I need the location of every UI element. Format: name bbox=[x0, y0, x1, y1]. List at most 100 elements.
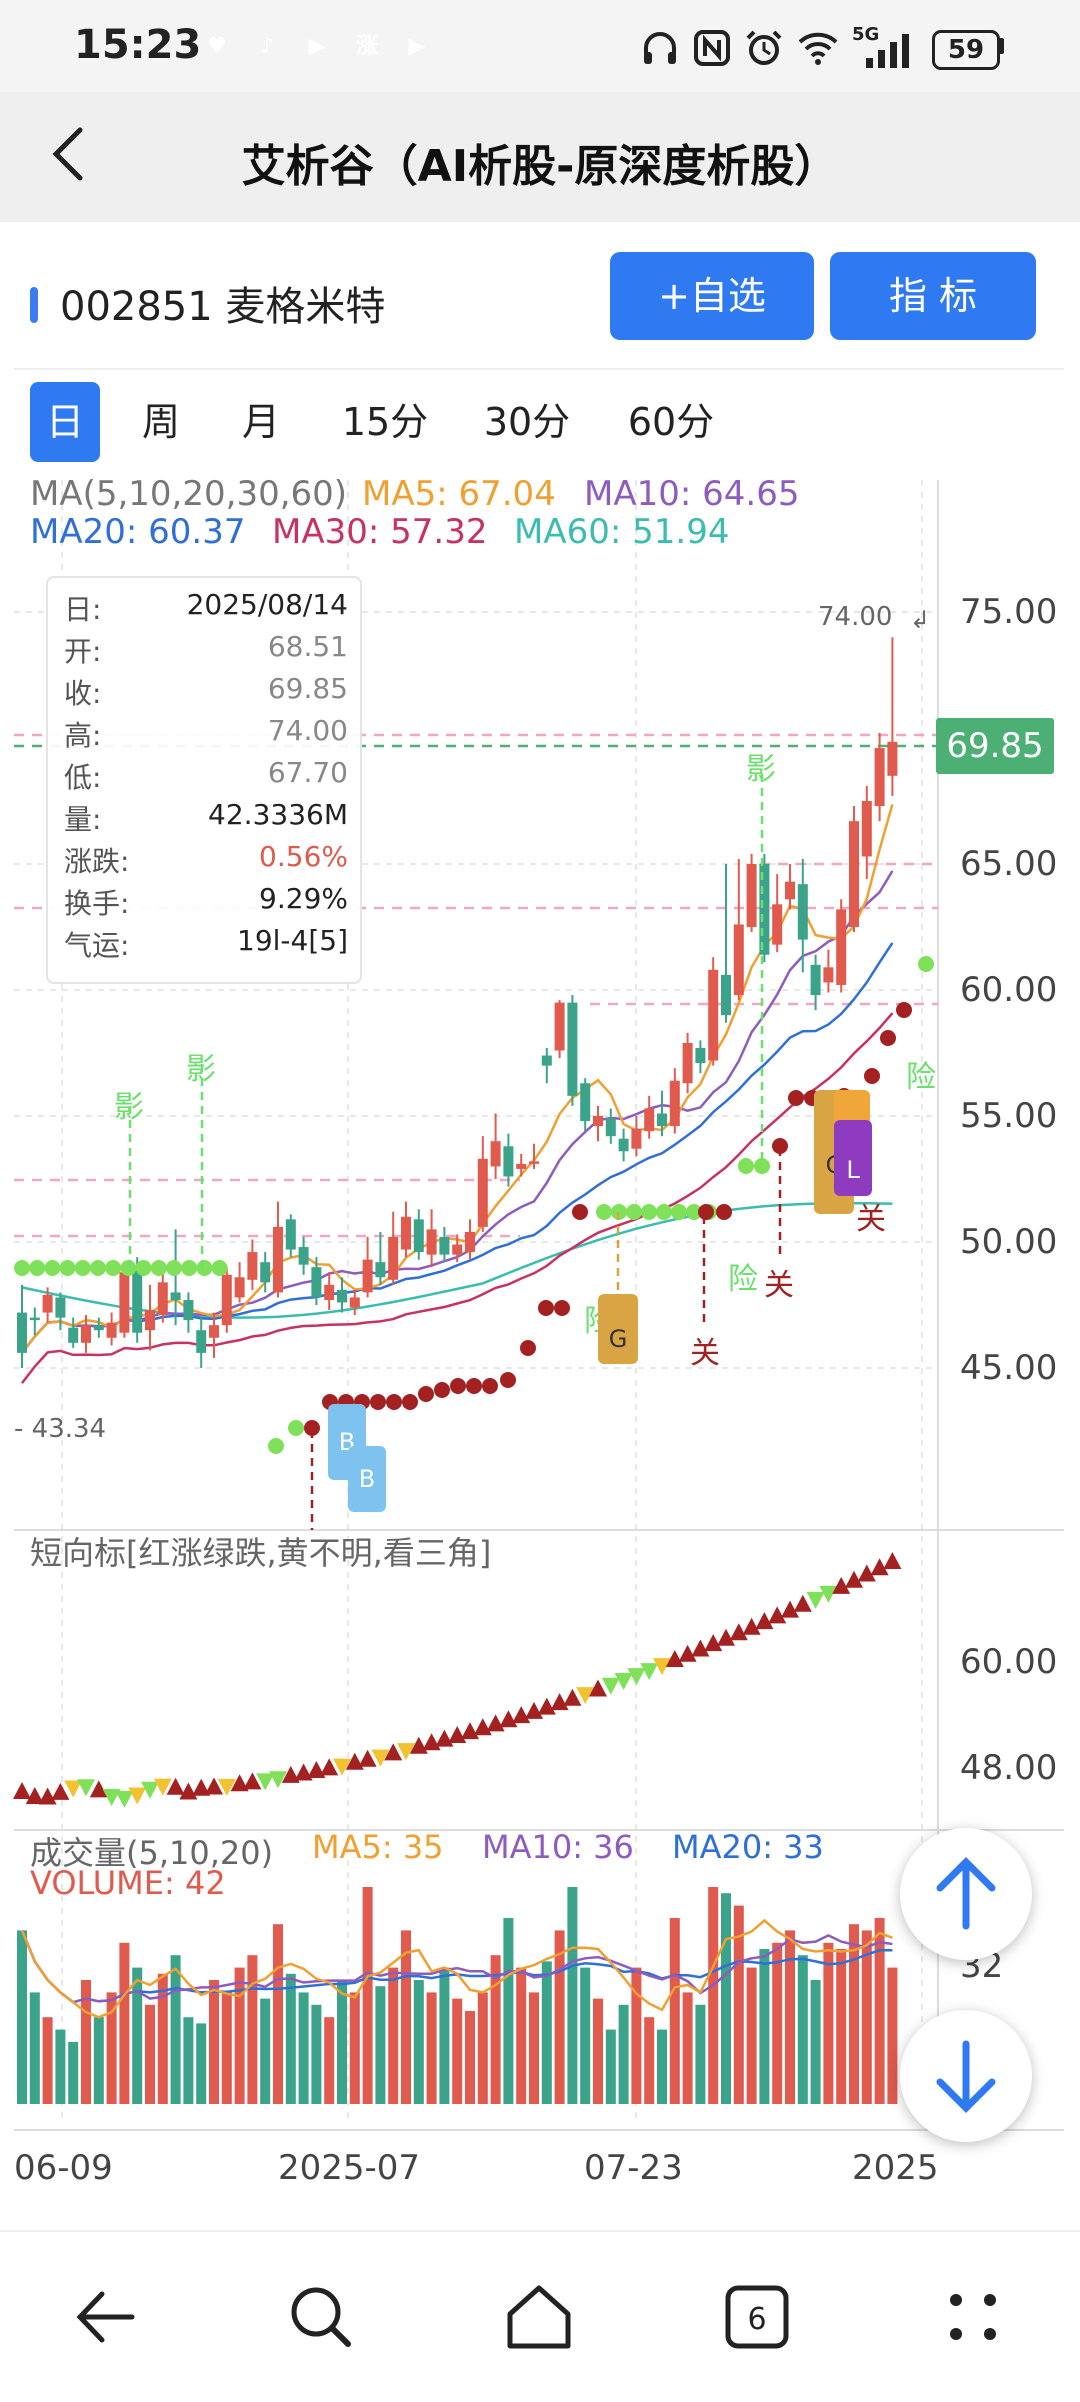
back-arrow-icon[interactable] bbox=[34, 114, 114, 194]
nav-home-icon[interactable] bbox=[494, 2272, 584, 2362]
red-signal-dot bbox=[418, 1386, 434, 1402]
red-signal-dot bbox=[772, 1138, 788, 1154]
up-triangle bbox=[294, 1763, 313, 1781]
volume-bar bbox=[529, 1992, 539, 2104]
volume-bar bbox=[580, 1967, 591, 2104]
nav-back-icon[interactable] bbox=[62, 2272, 152, 2362]
green-signal-dot bbox=[596, 1204, 612, 1220]
kline-chart[interactable] bbox=[0, 0, 1080, 2230]
candle-body bbox=[554, 1002, 565, 1051]
up-triangle bbox=[38, 1787, 57, 1805]
green-signal-dot bbox=[166, 1260, 182, 1276]
tab-week[interactable]: 周 bbox=[141, 400, 180, 444]
red-signal-dot bbox=[386, 1394, 402, 1410]
battery-level: 59 bbox=[947, 35, 985, 65]
scroll-down-button[interactable] bbox=[900, 2010, 1032, 2142]
candle-body bbox=[106, 1322, 117, 1338]
tab-day[interactable]: 日 bbox=[30, 382, 100, 462]
info-key: 气运: bbox=[64, 929, 130, 962]
tab-15min[interactable]: 15分 bbox=[341, 400, 429, 444]
volume-bar bbox=[465, 2011, 475, 2104]
candle-body bbox=[311, 1267, 322, 1298]
down-triangle bbox=[77, 1779, 95, 1797]
candle-body bbox=[669, 1080, 680, 1127]
up-triangle bbox=[192, 1778, 211, 1796]
candle-body bbox=[631, 1128, 642, 1149]
up-triangle bbox=[13, 1782, 31, 1799]
info-row-change: 涨跌: 0.56% bbox=[64, 840, 348, 882]
candle-body bbox=[401, 1216, 411, 1250]
candle-body bbox=[17, 1312, 27, 1353]
indicator-button[interactable]: 指 标 bbox=[830, 252, 1036, 340]
green-signal-dot bbox=[686, 1204, 702, 1220]
buy-signal-marker[interactable]: B bbox=[348, 1446, 386, 1512]
volume-bar bbox=[849, 1924, 859, 2104]
last-price-badge: 69.85 bbox=[936, 718, 1054, 774]
signal-close-label: 关 bbox=[764, 1268, 794, 1303]
candle-body bbox=[55, 1297, 66, 1318]
volume-bar bbox=[593, 1998, 603, 2104]
l-signal-marker[interactable]: L bbox=[834, 1120, 872, 1196]
indicator-panel-title: 短向标[红涨绿跌,黄不明,看三角] bbox=[30, 1534, 492, 1572]
indicator-tick: 48.00 bbox=[960, 1748, 1058, 1788]
volume-bar bbox=[247, 1955, 258, 2104]
candle-body bbox=[746, 864, 757, 927]
candle-body bbox=[861, 801, 872, 857]
down-triangle bbox=[217, 1778, 236, 1796]
volume-bar bbox=[541, 1961, 552, 2104]
tab-60min[interactable]: 60分 bbox=[627, 400, 715, 444]
up-triangle bbox=[281, 1765, 300, 1783]
info-key: 量: bbox=[64, 803, 102, 836]
volume-bar bbox=[810, 1980, 821, 2104]
tab-month[interactable]: 月 bbox=[241, 400, 280, 444]
info-key: 高: bbox=[64, 719, 102, 752]
candle-body bbox=[247, 1252, 258, 1280]
candle-body bbox=[273, 1226, 283, 1293]
up-triangle bbox=[320, 1758, 339, 1776]
up-triangle bbox=[550, 1693, 569, 1711]
info-key: 低: bbox=[64, 761, 102, 794]
volume-ma10-legend: MA10: 36 bbox=[482, 1828, 634, 1866]
green-signal-dot bbox=[29, 1260, 46, 1276]
up-triangle bbox=[205, 1777, 223, 1795]
divider bbox=[14, 368, 1064, 370]
ma20-line bbox=[21, 942, 894, 1354]
volume-bars bbox=[17, 1887, 898, 2104]
volume-bar bbox=[388, 1967, 399, 2104]
red-signal-dot bbox=[788, 1090, 804, 1106]
up-triangle bbox=[755, 1612, 774, 1630]
date-tick: 06-09 bbox=[14, 2148, 113, 2188]
candle-body bbox=[221, 1274, 232, 1326]
signal-shadow-label: 影 bbox=[746, 752, 776, 787]
date-tick: 2025-07 bbox=[278, 2148, 421, 2188]
add-watchlist-button[interactable]: +自选 bbox=[610, 252, 814, 340]
nav-search-icon[interactable] bbox=[276, 2272, 366, 2362]
volume-bar bbox=[746, 1967, 757, 2104]
volume-bar bbox=[298, 1992, 309, 2104]
tab-30min[interactable]: 30分 bbox=[483, 400, 571, 444]
red-signal-dot bbox=[572, 1204, 588, 1220]
info-key: 开: bbox=[64, 635, 102, 668]
green-signal-dot bbox=[754, 1158, 770, 1174]
candle-body bbox=[388, 1236, 399, 1280]
candle-body bbox=[567, 1002, 578, 1096]
indicator-tick: 60.00 bbox=[960, 1642, 1058, 1682]
ma20-legend: MA20: 60.37 bbox=[30, 512, 246, 552]
green-signal-dot bbox=[44, 1260, 61, 1276]
up-triangle bbox=[307, 1760, 326, 1778]
nav-menu-icon[interactable] bbox=[928, 2272, 1018, 2362]
nav-tabs-icon[interactable]: 6 bbox=[712, 2272, 802, 2362]
stock-code-name: 002851 麦格米特 bbox=[60, 284, 386, 330]
scroll-up-button[interactable] bbox=[900, 1828, 1032, 1960]
green-signal-dot bbox=[135, 1260, 152, 1276]
bottom-nav-bar: 6 bbox=[0, 2230, 1080, 2402]
info-key: 日: bbox=[64, 593, 102, 626]
green-signal-dot bbox=[150, 1260, 167, 1276]
down-triangle bbox=[102, 1788, 121, 1806]
g-signal-marker[interactable]: G bbox=[598, 1294, 638, 1364]
nfc-icon bbox=[694, 30, 730, 66]
info-value: 68.51 bbox=[267, 630, 348, 663]
volume-bar bbox=[733, 1905, 744, 2104]
candle-body bbox=[29, 1317, 40, 1321]
buy-signal-marker[interactable]: B bbox=[328, 1404, 366, 1480]
